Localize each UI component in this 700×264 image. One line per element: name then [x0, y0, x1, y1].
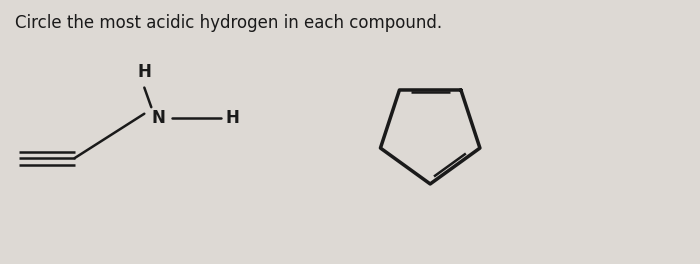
- Text: H: H: [137, 63, 151, 81]
- Text: Circle the most acidic hydrogen in each compound.: Circle the most acidic hydrogen in each …: [15, 15, 442, 32]
- Text: N: N: [151, 109, 165, 127]
- Text: H: H: [226, 109, 240, 127]
